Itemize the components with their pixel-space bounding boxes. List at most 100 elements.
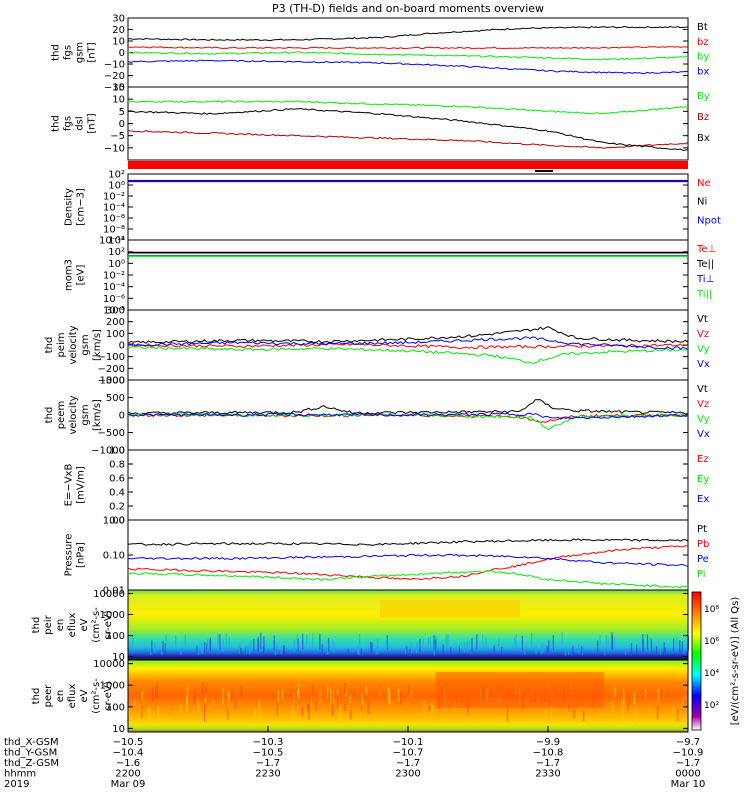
spectrogram-streak [258, 699, 260, 715]
y-tick-label: 10⁻¹² [99, 236, 125, 247]
spectrogram-streak [370, 641, 372, 653]
x-row-value: −10.9 [673, 748, 704, 759]
spectrogram-streak [419, 638, 421, 652]
y-tick-label: 0 [119, 48, 125, 59]
spectrogram-streak [375, 646, 377, 655]
spectrogram-streak [151, 687, 154, 701]
spectrogram-streak [622, 708, 624, 725]
spectrogram-streak [180, 703, 182, 714]
spectrogram-streak [132, 635, 134, 651]
spectrogram-streak [535, 645, 537, 655]
x-row-value: −9.7 [676, 737, 700, 748]
legend-bz: bz [697, 37, 709, 48]
panel-ylabel: [nT] [87, 42, 98, 62]
x-row-value: 2330 [535, 769, 560, 780]
y-tick-label: 100 [106, 329, 125, 340]
x-row-value: Mar 10 [671, 779, 706, 790]
series-Pe [127, 553, 689, 567]
spectrogram-streak [677, 708, 679, 722]
spectrogram-streak [397, 688, 400, 701]
panel-ylabel: velocity [68, 325, 79, 364]
spectrogram-streak [254, 709, 256, 717]
spectrogram-streak [476, 634, 478, 650]
spectrogram-streak [548, 640, 550, 653]
y-tick-label: 10 [112, 37, 125, 48]
spectrogram-streak [379, 683, 381, 691]
spectrogram-streak [521, 635, 523, 651]
panel-frame [127, 17, 689, 88]
spectrogram-streak [184, 634, 186, 650]
spectrogram-streak [312, 683, 314, 695]
series-Pt [127, 538, 689, 546]
spectrogram-streak [367, 699, 369, 715]
spectrogram-streak [359, 633, 361, 650]
panel-ylabel: [km/s] [92, 399, 103, 431]
series-Bz [127, 129, 689, 149]
y-tick-label: 1000 [100, 610, 125, 621]
spectrogram-streak [506, 706, 509, 723]
spectrogram-streak [239, 644, 241, 654]
spectrogram-streak [344, 703, 346, 712]
spectrogram-streak [228, 691, 230, 709]
spectrogram-streak [249, 645, 251, 655]
spectrogram-streak [349, 694, 351, 703]
y-tick-label: 0 [119, 341, 125, 352]
spectrogram-streak [377, 645, 379, 655]
spectrogram-streak [165, 634, 167, 650]
x-row-value: −1.7 [676, 758, 700, 769]
spectrogram-streak [302, 633, 304, 650]
panel-7: E=−VxB [mV/m] 1.0 0.8 0.6 0.4 0.2 0.0 Ez Ey Ex [64, 446, 710, 527]
spectrogram-streak [583, 710, 585, 722]
spectrogram-streak [234, 701, 237, 710]
x-row-value: −10.4 [113, 748, 144, 759]
legend-Ey: Ey [697, 474, 709, 485]
y-tick-label: 0.6 [109, 474, 125, 485]
spectrogram-streak [625, 648, 627, 656]
legend-Vz: Vz [697, 329, 709, 340]
spectrogram-streak [447, 634, 449, 650]
panel-ylabel: velocity [68, 395, 79, 434]
series-Vz [127, 342, 689, 350]
spectrogram-streak [431, 708, 433, 717]
spectrogram-streak [433, 648, 436, 656]
legend-Npot: Npot [697, 215, 721, 226]
spectrogram-streak [387, 687, 390, 703]
panel-ylabel: (cm²-s- [91, 607, 102, 643]
y-tick-label: 10⁰ [108, 259, 125, 270]
x-row-label: thd_Y-GSM [4, 748, 57, 759]
spectrogram-streak [423, 700, 425, 718]
legend-Te⊥: Te⊥ [696, 244, 716, 255]
spectrogram-streak [471, 638, 473, 652]
spectrogram-streak [204, 704, 206, 722]
legend-Vz: Vz [697, 399, 709, 410]
spectrogram-streak [360, 648, 362, 656]
y-tick-label: −20 [104, 71, 125, 82]
spectrogram-streak [614, 685, 616, 697]
spectrogram-streak [175, 635, 177, 651]
y-tick-label: 20 [112, 25, 125, 36]
legend-Te||: Te|| [696, 259, 714, 270]
spectrogram-streak [162, 641, 164, 653]
spectrogram-streak [427, 637, 430, 652]
x-row-label: 2019 [4, 779, 29, 790]
y-tick-label: 300 [106, 306, 125, 317]
spectrogram-streak [442, 644, 444, 654]
spectrogram-streak [204, 642, 206, 653]
legend-Ni: Ni [697, 197, 707, 208]
spectrogram-streak [263, 636, 265, 651]
y-tick-label: 10 [112, 724, 125, 735]
spectrogram-streak [531, 632, 533, 650]
spectrogram-streak [260, 632, 262, 650]
legend-Vt: Vt [697, 384, 708, 395]
spectrogram-streak [649, 708, 651, 715]
legend-Ti||: Ti|| [696, 289, 712, 300]
series-Vx [127, 336, 689, 350]
panel-10: thd peer en eflux eV (cm²-s-sr-eV) 10000 1000 10… [31, 659, 689, 735]
x-row-value: −1.7 [256, 758, 280, 769]
y-tick-label: 10⁴ [108, 236, 125, 247]
spectrogram-streak [415, 642, 418, 653]
series-Pb [127, 545, 688, 581]
spectrogram-streak [542, 643, 544, 654]
spectrogram-streak [148, 708, 150, 717]
